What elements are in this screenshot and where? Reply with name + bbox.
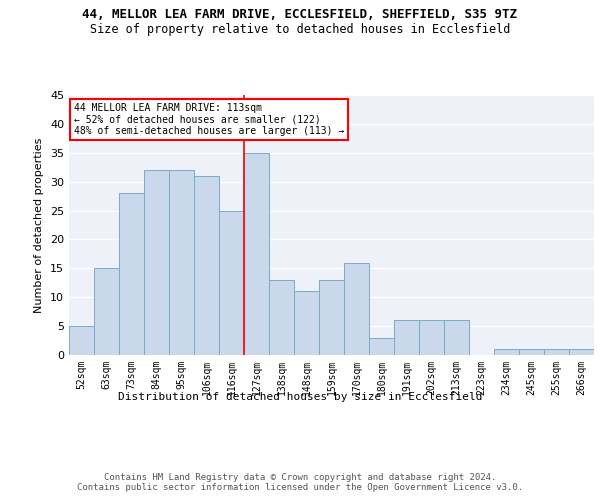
Bar [444,320,469,355]
Bar [544,349,569,355]
Bar [369,338,394,355]
Bar [119,193,144,355]
Bar [294,292,319,355]
Bar [244,153,269,355]
Bar [69,326,94,355]
Text: 44 MELLOR LEA FARM DRIVE: 113sqm
← 52% of detached houses are smaller (122)
48% : 44 MELLOR LEA FARM DRIVE: 113sqm ← 52% o… [74,103,344,136]
Bar [169,170,194,355]
Text: Contains HM Land Registry data © Crown copyright and database right 2024.
Contai: Contains HM Land Registry data © Crown c… [77,472,523,492]
Bar [144,170,169,355]
Text: 44, MELLOR LEA FARM DRIVE, ECCLESFIELD, SHEFFIELD, S35 9TZ: 44, MELLOR LEA FARM DRIVE, ECCLESFIELD, … [83,8,517,20]
Bar [344,262,369,355]
Bar [269,280,294,355]
Bar [494,349,519,355]
Bar [519,349,544,355]
Bar [319,280,344,355]
Bar [394,320,419,355]
Bar [569,349,594,355]
Bar [194,176,219,355]
Text: Size of property relative to detached houses in Ecclesfield: Size of property relative to detached ho… [90,22,510,36]
Text: Distribution of detached houses by size in Ecclesfield: Distribution of detached houses by size … [118,392,482,402]
Y-axis label: Number of detached properties: Number of detached properties [34,138,44,312]
Bar [419,320,444,355]
Bar [219,210,244,355]
Bar [94,268,119,355]
